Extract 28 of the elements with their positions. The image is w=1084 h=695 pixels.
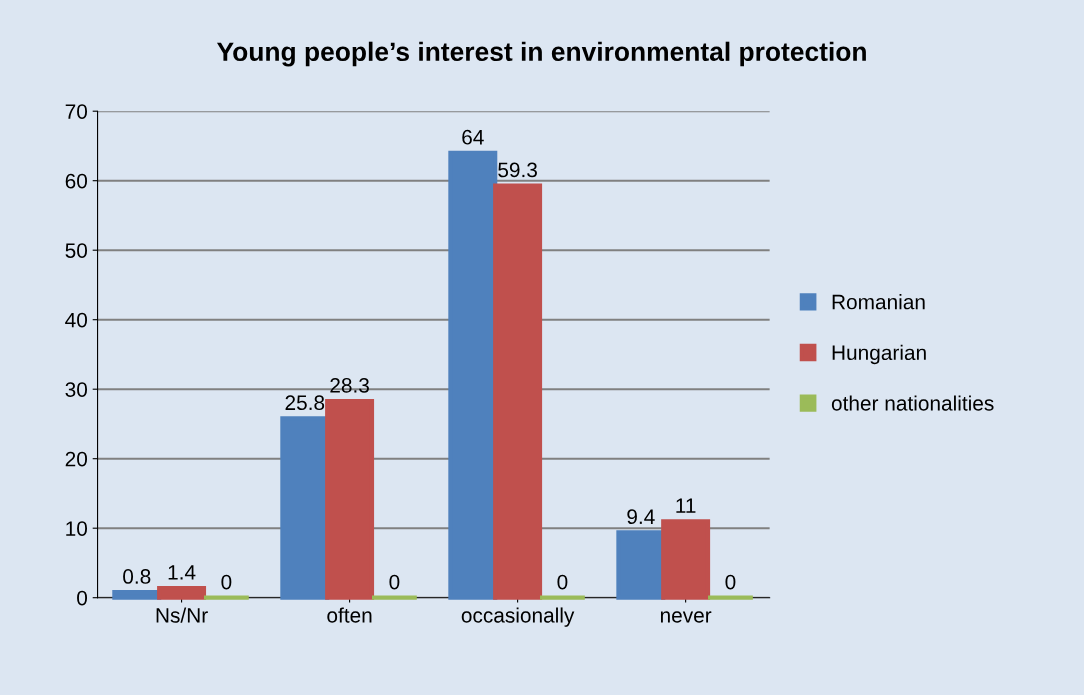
data-label: 11 [676, 498, 696, 513]
y-tick-label: 20 [65, 451, 88, 467]
data-label: 28.3 [330, 377, 369, 393]
y-tick-label: 40 [65, 312, 88, 328]
legend-label: other nationalities [831, 395, 994, 411]
x-tick-label: often [327, 607, 372, 623]
y-tick-label: 10 [66, 521, 88, 536]
data-label: 0 [725, 574, 736, 590]
x-tick-label: never [660, 611, 712, 623]
y-tick-label: 60 [65, 173, 88, 189]
chart-title: Young people’s interest in environmental protection [216, 41, 866, 67]
x-tick-label: occasionally [461, 607, 575, 627]
data-label: 25.8 [285, 395, 325, 411]
y-tick-label: 70 [65, 104, 88, 119]
data-label: 0 [389, 574, 400, 590]
legend-label: Hungarian [832, 344, 926, 365]
data-label: 64 [462, 129, 484, 145]
data-label: 0 [221, 574, 232, 590]
y-tick-label: 50 [65, 243, 88, 258]
data-label: 59.3 [498, 162, 537, 178]
data-label: 9.4 [627, 509, 655, 525]
x-tick-label: Ns/Nr [156, 607, 208, 623]
data-label: 0 [557, 574, 568, 590]
y-tick-label: 0 [77, 590, 88, 606]
legend-label: Romanian [832, 294, 925, 310]
y-tick-label: 30 [65, 382, 88, 397]
data-label: 1.4 [168, 565, 196, 580]
data-label: 0.8 [123, 569, 151, 584]
